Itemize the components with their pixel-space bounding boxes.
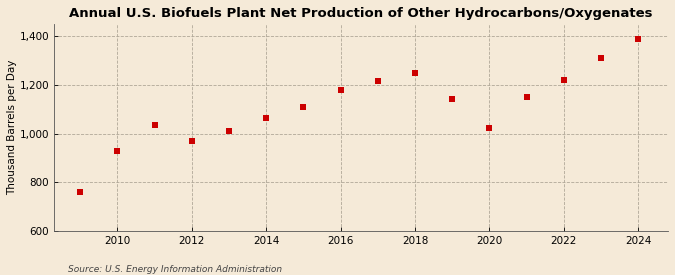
Point bbox=[447, 97, 458, 102]
Point bbox=[149, 123, 160, 127]
Title: Annual U.S. Biofuels Plant Net Production of Other Hydrocarbons/Oxygenates: Annual U.S. Biofuels Plant Net Productio… bbox=[70, 7, 653, 20]
Point bbox=[186, 139, 197, 143]
Y-axis label: Thousand Barrels per Day: Thousand Barrels per Day bbox=[7, 60, 17, 195]
Point bbox=[484, 125, 495, 130]
Point bbox=[521, 95, 532, 99]
Text: Source: U.S. Energy Information Administration: Source: U.S. Energy Information Administ… bbox=[68, 265, 281, 274]
Point bbox=[112, 148, 123, 153]
Point bbox=[298, 104, 309, 109]
Point bbox=[75, 190, 86, 194]
Point bbox=[633, 36, 644, 41]
Point bbox=[223, 129, 234, 133]
Point bbox=[558, 78, 569, 82]
Point bbox=[261, 116, 271, 120]
Point bbox=[596, 56, 607, 60]
Point bbox=[410, 70, 421, 75]
Point bbox=[373, 79, 383, 83]
Point bbox=[335, 87, 346, 92]
